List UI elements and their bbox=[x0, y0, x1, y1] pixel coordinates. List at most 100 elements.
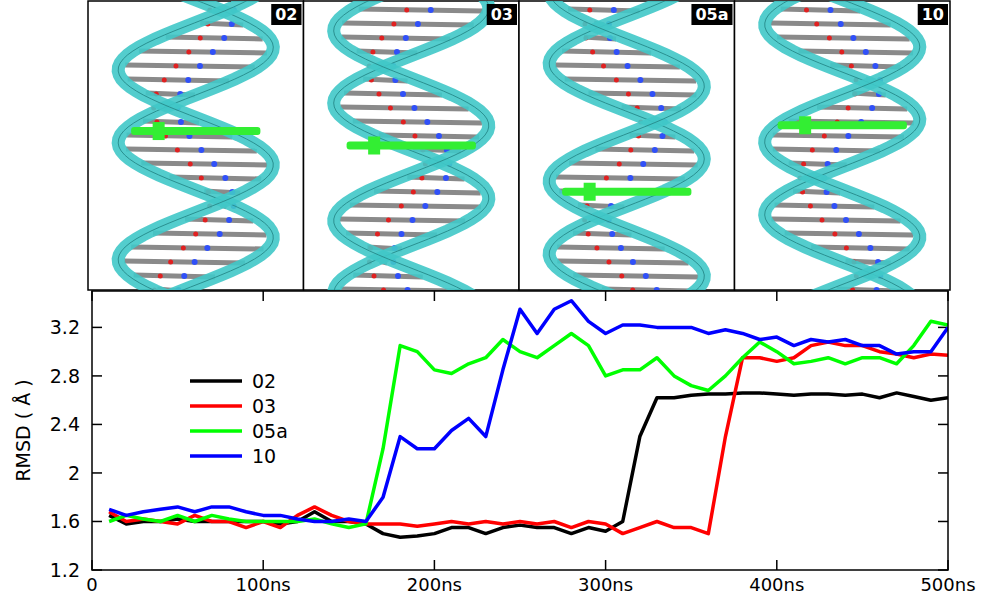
atom bbox=[199, 176, 204, 181]
base-pair bbox=[139, 51, 267, 53]
y-tick bbox=[938, 424, 948, 426]
panel-label: 02 bbox=[275, 5, 297, 24]
atom bbox=[436, 133, 442, 139]
ribbon-edge bbox=[549, 1, 704, 290]
ligand bbox=[153, 122, 165, 140]
backbone-ribbon bbox=[334, 1, 489, 290]
atom bbox=[376, 92, 381, 97]
base-pair bbox=[602, 289, 692, 290]
base-pair bbox=[340, 289, 454, 290]
ribbon-edge bbox=[549, 1, 704, 290]
atom bbox=[874, 287, 880, 290]
panel-label-box bbox=[487, 4, 517, 25]
base-pair bbox=[555, 65, 680, 67]
panel-label-box bbox=[691, 4, 732, 25]
structure-panel: 05a bbox=[519, 0, 735, 299]
atom bbox=[587, 8, 592, 13]
legend-label: 05a bbox=[252, 420, 288, 442]
ribbon-edge bbox=[118, 1, 273, 290]
base-pair bbox=[817, 107, 907, 109]
structure-panel: 02 bbox=[88, 0, 304, 299]
y-tick bbox=[938, 521, 948, 523]
legend-swatch bbox=[190, 454, 242, 458]
atom bbox=[399, 204, 404, 209]
series-line bbox=[109, 393, 948, 537]
y-axis-title: RMSD ( Å ) bbox=[12, 379, 34, 481]
series-line bbox=[109, 321, 948, 527]
base-pair bbox=[798, 51, 913, 53]
atom bbox=[609, 231, 615, 237]
atom bbox=[614, 49, 620, 55]
atom bbox=[192, 259, 198, 265]
base-pair bbox=[126, 149, 257, 151]
base-pair bbox=[342, 23, 474, 25]
atom bbox=[845, 133, 851, 139]
atom bbox=[168, 260, 173, 265]
atom bbox=[614, 78, 619, 83]
base-pair bbox=[777, 37, 909, 39]
atom bbox=[210, 49, 216, 55]
atom bbox=[643, 273, 649, 279]
x-tick bbox=[605, 291, 607, 301]
atom bbox=[411, 105, 417, 111]
ligand bbox=[778, 121, 907, 129]
atom bbox=[844, 246, 849, 251]
legend-swatch bbox=[190, 379, 242, 383]
atom bbox=[173, 64, 178, 69]
atom bbox=[594, 246, 599, 251]
atom bbox=[198, 147, 204, 153]
atom bbox=[808, 204, 813, 209]
atom bbox=[839, 50, 844, 55]
atom bbox=[175, 148, 180, 153]
backbone-ribbon bbox=[118, 1, 273, 290]
base-pair bbox=[773, 135, 904, 137]
atom bbox=[654, 287, 660, 290]
y-tick bbox=[92, 521, 102, 523]
atom bbox=[370, 50, 375, 55]
x-tick bbox=[776, 560, 778, 570]
atom bbox=[409, 217, 415, 223]
atom bbox=[843, 217, 849, 223]
ribbon-edge bbox=[765, 1, 920, 290]
base-pair bbox=[557, 247, 665, 249]
x-tick-label: 100ns bbox=[236, 574, 291, 595]
legend-swatch bbox=[190, 429, 242, 433]
base-pair bbox=[340, 107, 468, 109]
atom bbox=[162, 78, 167, 83]
y-tick bbox=[938, 375, 948, 377]
y-tick-label: 1.6 bbox=[50, 510, 80, 532]
base-pair bbox=[565, 79, 696, 81]
legend-label: 03 bbox=[252, 395, 276, 417]
x-tick bbox=[434, 560, 436, 570]
atom bbox=[391, 22, 396, 27]
atom bbox=[832, 232, 837, 237]
atom bbox=[415, 21, 421, 27]
x-tick bbox=[262, 560, 264, 570]
atom bbox=[617, 162, 622, 167]
atom bbox=[193, 232, 198, 237]
base-pair bbox=[785, 233, 914, 235]
atom bbox=[204, 245, 210, 251]
atom bbox=[422, 203, 428, 209]
base-pair bbox=[166, 37, 263, 39]
atom bbox=[372, 274, 377, 279]
base-pair bbox=[379, 135, 479, 137]
base-pair bbox=[141, 163, 267, 165]
atom bbox=[849, 64, 854, 69]
y-tick-label: 2.4 bbox=[50, 413, 80, 435]
ligand bbox=[562, 188, 691, 196]
base-pair bbox=[153, 233, 267, 235]
base-pair bbox=[781, 9, 861, 11]
base-pair bbox=[557, 261, 688, 263]
atom bbox=[424, 119, 430, 125]
x-tick-label: 300ns bbox=[578, 574, 633, 595]
atom bbox=[810, 148, 815, 153]
atom bbox=[628, 148, 633, 153]
atom bbox=[627, 175, 633, 181]
atom bbox=[428, 7, 434, 13]
backbone-ribbon bbox=[765, 1, 920, 290]
x-tick-label: 200ns bbox=[407, 574, 462, 595]
atom bbox=[606, 260, 611, 265]
base-pair bbox=[353, 121, 482, 123]
atom bbox=[618, 245, 624, 251]
